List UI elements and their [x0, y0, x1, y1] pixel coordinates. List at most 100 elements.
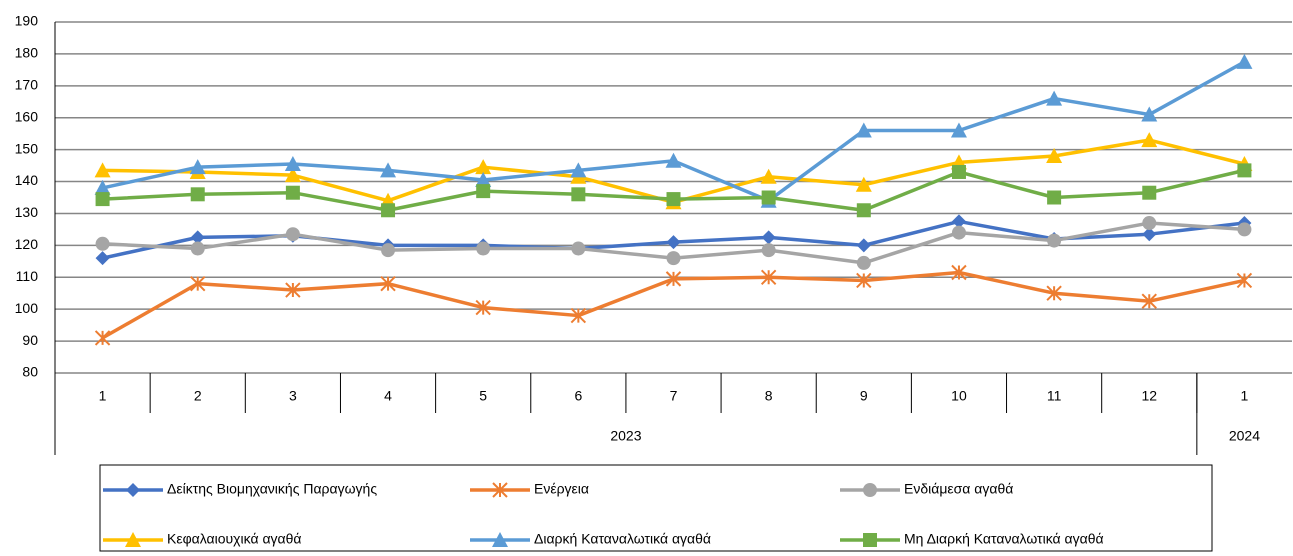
y-tick-label: 160	[15, 108, 39, 124]
x-tick-label: 11	[1047, 388, 1062, 404]
marker	[284, 155, 301, 171]
y-tick-label: 180	[15, 45, 39, 61]
marker	[1236, 53, 1253, 69]
x-group-label: 2024	[1229, 428, 1260, 444]
marker	[285, 227, 300, 242]
y-tick-label: 150	[15, 140, 39, 156]
marker	[855, 176, 872, 192]
marker	[95, 236, 110, 251]
marker	[951, 225, 966, 240]
marker	[1046, 148, 1063, 164]
x-tick-label: 2	[194, 388, 202, 404]
marker	[951, 264, 967, 281]
marker	[1237, 222, 1252, 237]
marker	[1142, 185, 1157, 200]
marker	[950, 122, 967, 138]
x-tick-label: 3	[289, 388, 297, 404]
x-tick-label: 7	[670, 388, 678, 404]
x-tick-label: 9	[860, 388, 868, 404]
marker	[94, 162, 111, 178]
legend-marker	[125, 532, 141, 547]
marker	[475, 299, 491, 316]
y-tick-label: 190	[15, 13, 39, 29]
legend-label: Κεφαλαιουχικά αγαθά	[167, 531, 302, 547]
y-tick-label: 120	[15, 236, 39, 252]
marker	[571, 187, 586, 202]
x-group-label: 2023	[610, 428, 641, 444]
marker	[381, 203, 396, 218]
y-tick-label: 110	[16, 268, 39, 284]
marker	[381, 243, 396, 258]
marker	[380, 162, 397, 178]
marker	[760, 168, 777, 184]
marker	[1141, 293, 1157, 309]
marker	[284, 167, 301, 183]
legend-marker	[126, 483, 140, 497]
marker	[855, 122, 872, 138]
marker	[760, 269, 777, 285]
marker	[570, 307, 587, 324]
y-tick-label: 130	[15, 204, 39, 220]
marker	[1141, 132, 1158, 148]
x-tick-label: 5	[479, 388, 487, 404]
marker	[666, 192, 681, 207]
legend-label: Ενδιάμεσα αγαθά	[904, 481, 1013, 497]
marker	[666, 235, 681, 250]
legend-label: Ενέργεια	[534, 481, 589, 497]
legend-label: Δείκτης Βιομηχανικής Παραγωγής	[167, 481, 377, 497]
marker	[476, 184, 491, 199]
marker	[95, 192, 110, 207]
marker	[665, 152, 682, 168]
legend-marker	[863, 533, 877, 547]
x-tick-label: 8	[765, 388, 773, 404]
marker	[1046, 285, 1062, 301]
legend-label: Διαρκή Καταναλωτικά αγαθά	[534, 531, 711, 547]
marker	[475, 171, 492, 187]
series-line	[102, 60, 1246, 203]
marker	[1046, 90, 1063, 106]
marker	[190, 275, 206, 292]
marker	[1141, 106, 1158, 122]
marker	[94, 330, 111, 346]
legend-marker	[492, 482, 508, 498]
x-tick-label: 12	[1141, 388, 1157, 404]
legend-marker	[863, 483, 877, 497]
marker	[665, 271, 682, 287]
marker	[190, 187, 205, 202]
y-tick-label: 170	[15, 77, 39, 93]
y-tick-label: 100	[15, 300, 39, 316]
x-tick-label: 10	[951, 388, 967, 404]
y-tick-label: 140	[15, 172, 39, 188]
legend-box	[99, 464, 1213, 552]
marker	[475, 159, 492, 175]
marker	[285, 282, 301, 298]
y-tick-label: 90	[22, 332, 38, 348]
legend-marker	[492, 532, 508, 547]
marker	[380, 275, 396, 292]
marker	[1142, 216, 1157, 231]
x-tick-label: 6	[574, 388, 582, 404]
marker	[476, 241, 491, 256]
marker	[856, 203, 871, 218]
marker	[761, 243, 776, 258]
marker	[856, 238, 871, 253]
marker	[856, 272, 872, 289]
marker	[1047, 190, 1062, 205]
marker	[94, 179, 111, 195]
marker	[190, 241, 205, 256]
marker	[951, 214, 966, 229]
marker	[1142, 227, 1157, 242]
x-tick-label: 1	[99, 388, 107, 404]
marker	[189, 159, 206, 175]
marker	[666, 251, 681, 266]
marker	[570, 162, 587, 178]
x-tick-label: 1	[1241, 388, 1249, 404]
marker	[951, 164, 966, 179]
x-tick-label: 4	[384, 388, 392, 404]
marker	[190, 230, 205, 245]
y-tick-label: 80	[22, 364, 38, 380]
marker	[761, 230, 776, 245]
marker	[856, 255, 871, 270]
marker	[761, 190, 776, 205]
